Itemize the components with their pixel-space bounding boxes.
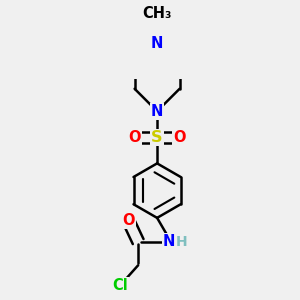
Text: O: O [173,130,186,145]
Text: H: H [176,235,188,249]
Text: CH₃: CH₃ [142,6,172,21]
Text: N: N [151,104,163,119]
Text: O: O [122,213,135,228]
Text: N: N [163,234,175,249]
Text: O: O [128,130,141,145]
Text: N: N [151,36,163,51]
Text: Cl: Cl [112,278,128,293]
Text: S: S [152,130,163,145]
